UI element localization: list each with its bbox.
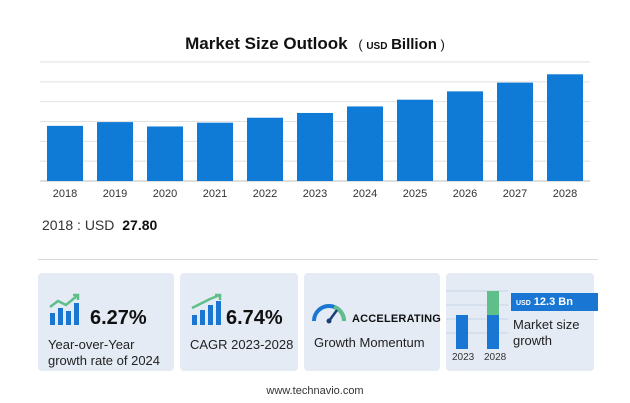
market-label-line2: growth bbox=[513, 333, 553, 348]
x-tick-label: 2018 bbox=[53, 188, 77, 200]
momentum-card: ACCELERATING Growth Momentum bbox=[304, 273, 441, 371]
mini-bar-2028-growth bbox=[487, 291, 499, 315]
badge-usd: USD bbox=[516, 300, 531, 307]
x-tick-label: 2026 bbox=[453, 188, 477, 200]
bar-2022 bbox=[247, 117, 283, 181]
market-growth-badge: USD 12.3 Bn bbox=[511, 293, 598, 311]
unit-close: ) bbox=[440, 37, 445, 52]
yoy-card: 6.27% Year-over-Year growth rate of 2024 bbox=[38, 273, 174, 371]
bar-2024 bbox=[347, 106, 383, 181]
bar-2019 bbox=[97, 122, 133, 181]
mini-bar-2028-base bbox=[487, 315, 499, 349]
x-tick-label: 2020 bbox=[153, 188, 177, 200]
speedometer-icon bbox=[312, 304, 346, 324]
bar-growth-icon bbox=[49, 293, 80, 325]
yoy-label: Year-over-Year growth rate of 2024 bbox=[48, 337, 160, 369]
divider bbox=[38, 259, 598, 260]
yoy-label-line1: Year-over-Year bbox=[48, 337, 135, 352]
chart-title-main: Market Size Outlook bbox=[185, 34, 348, 53]
bar-growth-icon bbox=[191, 293, 222, 325]
chart-unit: ( USD Billion ) bbox=[358, 36, 445, 53]
base-year-number: 27.80 bbox=[122, 217, 158, 233]
x-tick-label: 2025 bbox=[403, 188, 427, 200]
bar-chart: 2018 2019 2020 2021 2022 2023 2024 2025 2026 2027… bbox=[40, 61, 590, 200]
cagr-card: 6.74% CAGR 2023-2028 bbox=[180, 273, 298, 371]
cagr-value: 6.74% bbox=[226, 307, 283, 329]
footer-url[interactable]: www.technavio.com bbox=[266, 385, 364, 397]
bar-2025 bbox=[397, 99, 433, 181]
bar-2027 bbox=[497, 82, 533, 181]
momentum-word: ACCELERATING bbox=[352, 313, 441, 325]
bar-2026 bbox=[447, 91, 483, 181]
momentum-label: Growth Momentum bbox=[314, 335, 425, 350]
bar-2028 bbox=[547, 74, 583, 181]
mini-bar-chart bbox=[446, 290, 508, 349]
unit-usd: USD bbox=[366, 41, 388, 52]
mini-year-start: 2023 bbox=[452, 352, 475, 363]
x-tick-label: 2024 bbox=[353, 188, 377, 200]
bar-2023 bbox=[297, 112, 333, 181]
x-tick-label: 2023 bbox=[303, 188, 327, 200]
x-tick-label: 2019 bbox=[103, 188, 127, 200]
market-label-line1: Market size bbox=[513, 317, 580, 332]
base-year-value: 2018 : USD 27.80 bbox=[42, 217, 157, 233]
base-year-label: 2018 : USD bbox=[42, 217, 115, 233]
x-tick-label: 2027 bbox=[503, 188, 527, 200]
market-growth-label: Market size growth bbox=[513, 317, 593, 349]
unit-word: Billion bbox=[391, 36, 437, 53]
x-tick-label: 2028 bbox=[553, 188, 577, 200]
mini-year-end: 2028 bbox=[484, 352, 507, 363]
x-tick-label: 2022 bbox=[253, 188, 277, 200]
bar-2021 bbox=[197, 122, 233, 181]
unit-open: ( bbox=[358, 37, 363, 52]
chart-title: Market Size Outlook ( USD Billion ) bbox=[0, 34, 630, 54]
yoy-label-line2: growth rate of 2024 bbox=[48, 353, 161, 368]
mini-bar-2023 bbox=[456, 315, 468, 349]
x-tick-label: 2021 bbox=[203, 188, 227, 200]
bar-2020 bbox=[147, 126, 183, 181]
yoy-value: 6.27% bbox=[90, 307, 147, 329]
bar-2018 bbox=[47, 125, 83, 181]
cagr-label: CAGR 2023-2028 bbox=[190, 337, 294, 352]
badge-value: 12.3 Bn bbox=[533, 296, 573, 308]
market-growth-card: 2023 2028 USD 12.3 Bn Market size growth bbox=[446, 273, 598, 371]
